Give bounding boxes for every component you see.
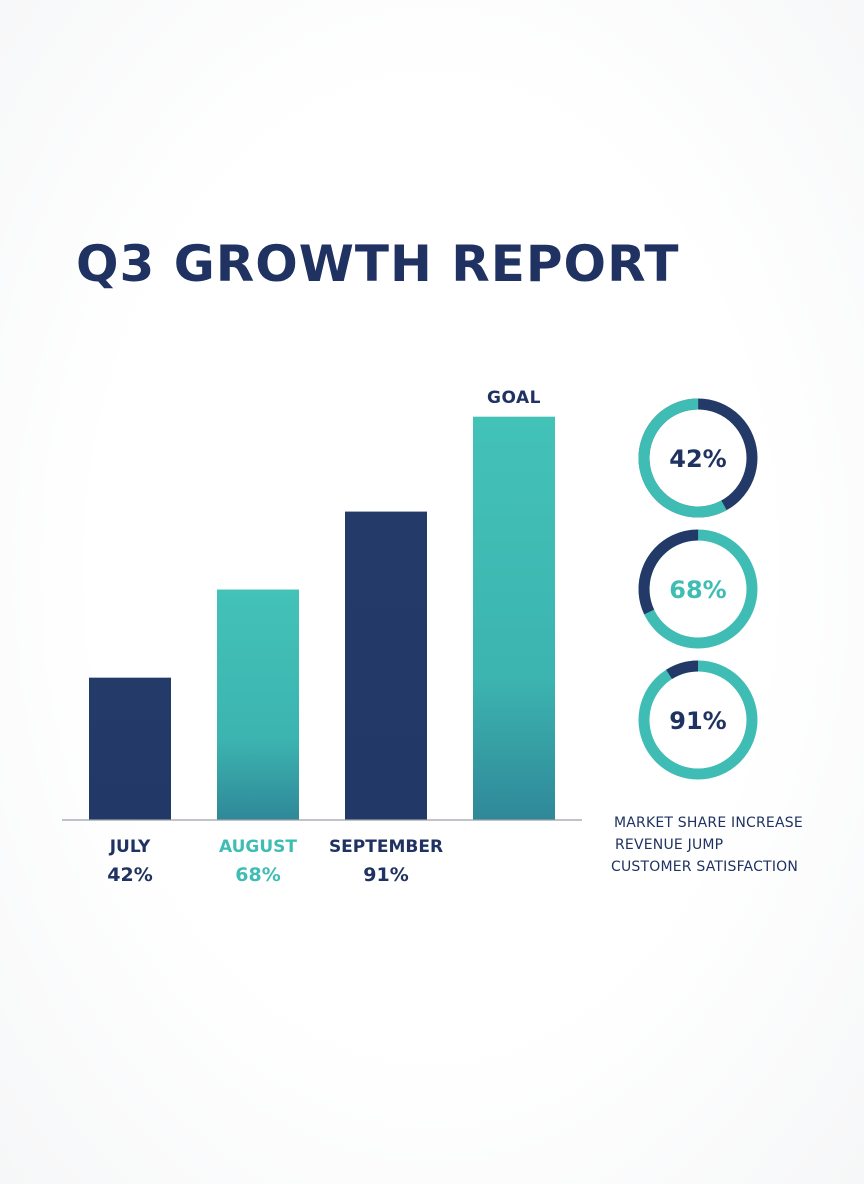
value-label-august: 68%: [235, 864, 280, 886]
legend-item-3: CUSTOMER SATISFACTION: [611, 859, 798, 875]
bar-september: [345, 511, 427, 820]
legend-layer: MARKET SHARE INCREASE REVENUE JUMP CUSTOME…: [611, 815, 803, 875]
bar-goal: [473, 416, 555, 820]
value-label-september: 91%: [363, 864, 408, 886]
category-label-september: SEPTEMBER: [329, 837, 443, 857]
donuts-layer: 42% 68% 91%: [638, 398, 758, 780]
bar-august: [217, 589, 299, 820]
donut-label: 68%: [669, 576, 726, 604]
bar-july: [89, 677, 171, 820]
donut-arc: [638, 529, 758, 649]
donut-3: 91%: [638, 660, 758, 780]
labels-layer: JULY 42% AUGUST 68% SEPTEMBER 91% GOAL: [107, 388, 541, 886]
donut-2: 68%: [638, 529, 758, 649]
goal-label: GOAL: [487, 388, 541, 408]
donut-label: 42%: [669, 445, 726, 473]
page-title: Q3 GROWTH REPORT: [76, 235, 680, 293]
bars-layer: [89, 416, 555, 820]
value-label-july: 42%: [107, 864, 152, 886]
donut-label: 91%: [669, 707, 726, 735]
category-label-august: AUGUST: [219, 837, 297, 857]
donut-arc: [638, 398, 758, 518]
donut-1: 42%: [638, 398, 758, 518]
donut-arc: [638, 660, 758, 780]
legend-item-2: REVENUE JUMP: [615, 837, 723, 853]
category-label-july: JULY: [109, 837, 151, 857]
legend-item-1: MARKET SHARE INCREASE: [614, 815, 803, 831]
